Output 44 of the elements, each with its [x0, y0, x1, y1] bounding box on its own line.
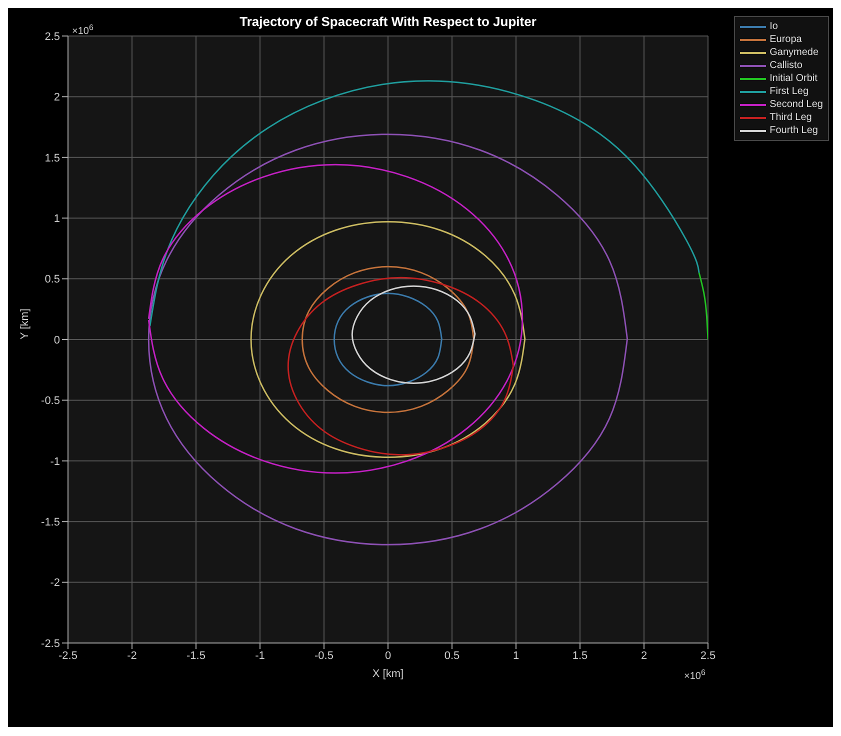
x-tick-label: 1: [512, 650, 520, 662]
annotation: ×10$^{6}$: [72, 22, 94, 37]
x-tick-label: 2.5: [700, 650, 716, 662]
line-series: [250, 220, 526, 458]
x-tick-label: 1.5: [572, 650, 588, 662]
x-tick-label: -1.5: [186, 650, 206, 662]
y-tick-label: 1.5: [44, 152, 60, 164]
y-tick-label: 1: [54, 213, 60, 226]
y-tick-label: 2.5: [44, 30, 60, 43]
legend-label: Second Leg: [770, 98, 823, 111]
chart-title: Trajectory of Spacecraft With Respect to Jupiter: [240, 14, 536, 29]
line-series: [148, 134, 628, 546]
legend-label: Europa: [770, 33, 802, 46]
y-tick-label: 0: [54, 334, 60, 346]
y-tick-label: -2.5: [41, 638, 60, 650]
x-tick-label: 0.5: [444, 650, 460, 662]
text: ×10$^{6}$: [684, 668, 706, 682]
line-series: [287, 276, 514, 456]
legend-label: Io: [770, 20, 778, 33]
y-tick-label: -0.5: [41, 395, 60, 408]
line-series: [149, 80, 700, 327]
y-tick-label: 2: [54, 92, 60, 104]
legend-label: Callisto: [770, 59, 802, 72]
y-tick-label: -1.5: [41, 516, 60, 529]
line-series: [698, 272, 708, 340]
legend-label: Ganymede: [770, 46, 819, 59]
y-tick-label: 0.5: [44, 274, 60, 286]
line-series: [148, 164, 524, 474]
x-tick-label: 2: [640, 650, 648, 662]
y-tick-label: -2: [50, 577, 60, 590]
legend-label: Fourth Leg: [770, 124, 818, 137]
x-tick-label: -2: [127, 650, 137, 662]
legend-label: First Leg: [770, 85, 809, 98]
y-tick-label: -1: [50, 456, 60, 468]
x-tick-label: 0: [384, 650, 392, 662]
y-axis-title: Y [km]: [18, 308, 31, 340]
legend-label: Third Leg: [770, 111, 812, 124]
line-series: [351, 285, 476, 384]
line-series: [301, 266, 475, 414]
x-axis-title: X [km]: [372, 668, 404, 680]
x-tick-label: -0.5: [314, 650, 334, 662]
x-tick-label: -1: [255, 650, 265, 662]
legend-label: Initial Orbit: [770, 72, 818, 85]
line-series: [333, 292, 443, 386]
